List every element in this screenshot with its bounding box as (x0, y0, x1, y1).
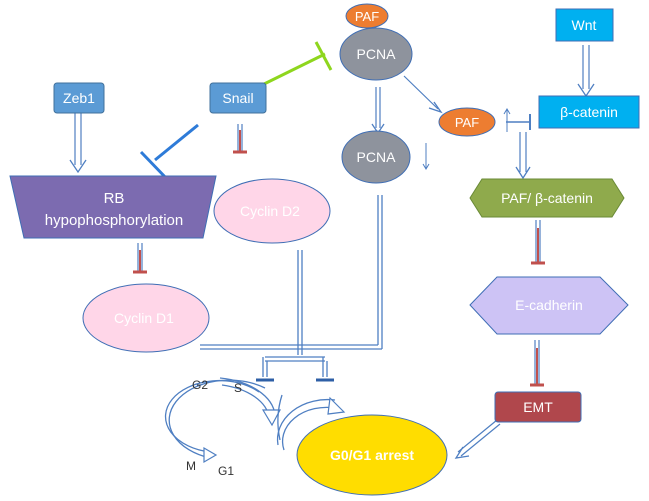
arrow-wnt-to-beta-catenin (577, 45, 595, 98)
node-pcna-low: PCNA (341, 130, 430, 184)
node-zeb1: Zeb1 (53, 82, 105, 114)
inhibit-e-cadherin-to-emt (530, 340, 544, 387)
node-cyclin-d2: Cyclin D2 (213, 178, 331, 244)
node-pcna-top: PCNA (339, 27, 413, 81)
node-rb-line1: RB (104, 190, 125, 207)
up-arrow-icon (503, 108, 511, 132)
node-pcna-low-label: PCNA (357, 149, 397, 165)
node-zeb1-label: Zeb1 (63, 90, 95, 106)
arrow-beta-catenin-to-complex (515, 132, 531, 180)
node-paf-top: PAF (345, 3, 389, 29)
node-wnt-label: Wnt (572, 17, 597, 33)
node-cyclin-d1: Cyclin D1 (82, 283, 210, 353)
inhibit-paf-to-beta-catenin (506, 114, 531, 130)
node-g0g1-arrest: G0/G1 arrest (296, 414, 448, 496)
node-cyclin-d2-label: Cyclin D2 (240, 203, 300, 219)
node-paf-top-label: PAF (355, 9, 379, 24)
line-convergence (256, 356, 334, 382)
node-paf-mid: PAF (438, 107, 511, 137)
node-cyclin-d1-label: Cyclin D1 (114, 310, 174, 326)
node-beta-catenin: β-catenin (538, 95, 640, 129)
node-snail: Snail (209, 82, 267, 114)
node-g0g1-arrest-label: G0/G1 arrest (330, 447, 414, 463)
arrow-emt-to-arrest (454, 419, 501, 459)
inhibit-snail-to-cyclin-d2 (233, 124, 247, 154)
node-e-cadherin-label: E-cadherin (515, 297, 583, 313)
cycle-label-g1: G1 (218, 464, 234, 478)
inhibit-complex-to-e-cadherin (531, 220, 545, 265)
cycle-label-m: M (186, 459, 196, 473)
node-rb-hypophosphorylation: RB hypophosphorylation (9, 175, 217, 239)
node-e-cadherin: E-cadherin (469, 276, 629, 335)
node-paf-beta-catenin-label: PAF/ β-catenin (501, 190, 593, 206)
line-cyclin-d2-down (297, 250, 303, 355)
inhibit-snail-to-pcna (257, 41, 333, 89)
node-emt: EMT (494, 391, 582, 423)
arrow-pcna-to-paf (403, 75, 443, 114)
node-emt-label: EMT (523, 399, 553, 415)
cell-cycle: G2 S M G1 (164, 377, 346, 478)
arrow-pcna-to-pcna-low (371, 87, 385, 135)
node-beta-catenin-label: β-catenin (560, 104, 618, 120)
node-wnt: Wnt (555, 8, 614, 42)
cycle-label-g2: G2 (192, 378, 208, 392)
cycle-label-s: S (234, 381, 242, 395)
inhibit-snail-to-rb (139, 123, 199, 182)
node-paf-mid-label: PAF (455, 115, 479, 130)
node-snail-label: Snail (222, 90, 253, 106)
node-rb-line2: hypophosphorylation (45, 212, 183, 229)
line-pcna-low-down (200, 195, 383, 350)
inhibit-rb-to-cyclin-d1 (133, 243, 147, 274)
down-arrow-icon (422, 143, 430, 170)
arrow-zeb1-to-rb (69, 113, 87, 174)
node-pcna-top-label: PCNA (357, 46, 397, 62)
node-paf-beta-catenin: PAF/ β-catenin (469, 178, 625, 218)
